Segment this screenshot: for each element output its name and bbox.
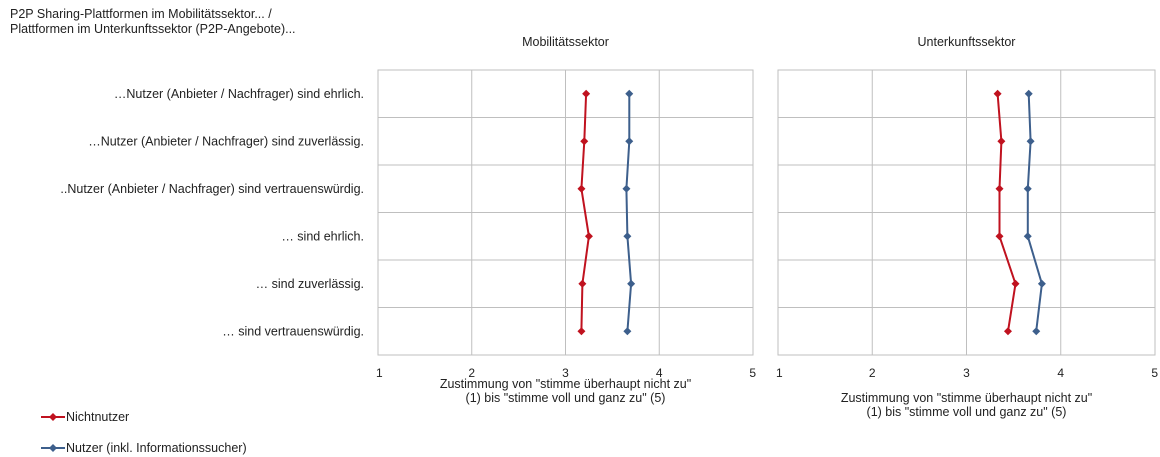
data-point-nichtnutzer: [580, 137, 589, 146]
legend-item-nichtnutzer: Nichtnutzer: [41, 408, 129, 426]
data-point-nutzer: [627, 279, 636, 288]
data-point-nutzer: [625, 89, 634, 98]
legend-label-nichtnutzer: Nichtnutzer: [66, 410, 130, 424]
series-line-nutzer: [1026, 93, 1043, 332]
series-line-nichtnutzer: [996, 93, 1017, 332]
data-point-nichtnutzer: [577, 327, 586, 336]
data-point-nutzer: [1023, 184, 1032, 193]
data-point-nichtnutzer: [997, 137, 1006, 146]
x-tick-label: 5: [749, 366, 756, 380]
data-point-nichtnutzer: [582, 89, 591, 98]
legend-item-nutzer: Nutzer (inkl. Informationssucher): [41, 439, 247, 457]
x-tick-label: 4: [1057, 366, 1064, 380]
x-tick-label: 1: [376, 366, 383, 380]
x-tick-label: 2: [869, 366, 876, 380]
data-point-nutzer: [623, 327, 632, 336]
category-label: …Nutzer (Anbieter / Nachfrager) sind zuv…: [88, 134, 364, 148]
data-point-nutzer: [1037, 279, 1046, 288]
x-tick-label: 3: [963, 366, 970, 380]
category-label: … sind vertrauenswürdig.: [222, 324, 364, 338]
x-axis-label: Zustimmung von "stimme überhaupt nicht z…: [841, 391, 1092, 419]
data-point-nutzer: [625, 137, 634, 146]
x-tick-label: 2: [468, 366, 475, 380]
x-axis-label: Zustimmung von "stimme überhaupt nicht z…: [440, 377, 691, 405]
category-label: …Nutzer (Anbieter / Nachfrager) sind ehr…: [114, 87, 364, 101]
series-line-nutzer: [625, 93, 633, 332]
data-point-nutzer: [1023, 232, 1032, 241]
data-point-nutzer: [623, 232, 632, 241]
x-tick-label: 3: [562, 366, 569, 380]
data-point-nichtnutzer: [1011, 279, 1020, 288]
x-tick-label: 5: [1151, 366, 1158, 380]
x-tick-label: 1: [776, 366, 783, 380]
legend-label-nutzer: Nutzer (inkl. Informationssucher): [66, 441, 247, 455]
data-point-nutzer: [622, 184, 631, 193]
category-label: … sind ehrlich.: [281, 229, 364, 243]
header-line-2: Plattformen im Unterkunftssektor (P2P-An…: [10, 22, 296, 36]
chart-title: Mobilitätssektor: [522, 35, 609, 49]
data-point-nichtnutzer: [995, 184, 1004, 193]
chart-title: Unterkunftssektor: [918, 35, 1016, 49]
data-point-nutzer: [1024, 89, 1033, 98]
legend-marker-nichtnutzer: [41, 413, 65, 421]
series-line-nichtnutzer: [580, 93, 590, 332]
category-label: ..Nutzer (Anbieter / Nachfrager) sind ve…: [60, 182, 364, 196]
legend-marker-nutzer: [41, 444, 65, 452]
data-point-nutzer: [1026, 137, 1035, 146]
data-point-nutzer: [1032, 327, 1041, 336]
data-point-nichtnutzer: [577, 184, 586, 193]
data-point-nichtnutzer: [993, 89, 1002, 98]
header-line-1: P2P Sharing-Plattformen im Mobilitätssek…: [10, 7, 272, 21]
data-point-nichtnutzer: [1003, 327, 1012, 336]
category-label: … sind zuverlässig.: [256, 277, 364, 291]
x-tick-label: 4: [656, 366, 663, 380]
data-point-nichtnutzer: [578, 279, 587, 288]
data-point-nichtnutzer: [584, 232, 593, 241]
data-point-nichtnutzer: [995, 232, 1004, 241]
